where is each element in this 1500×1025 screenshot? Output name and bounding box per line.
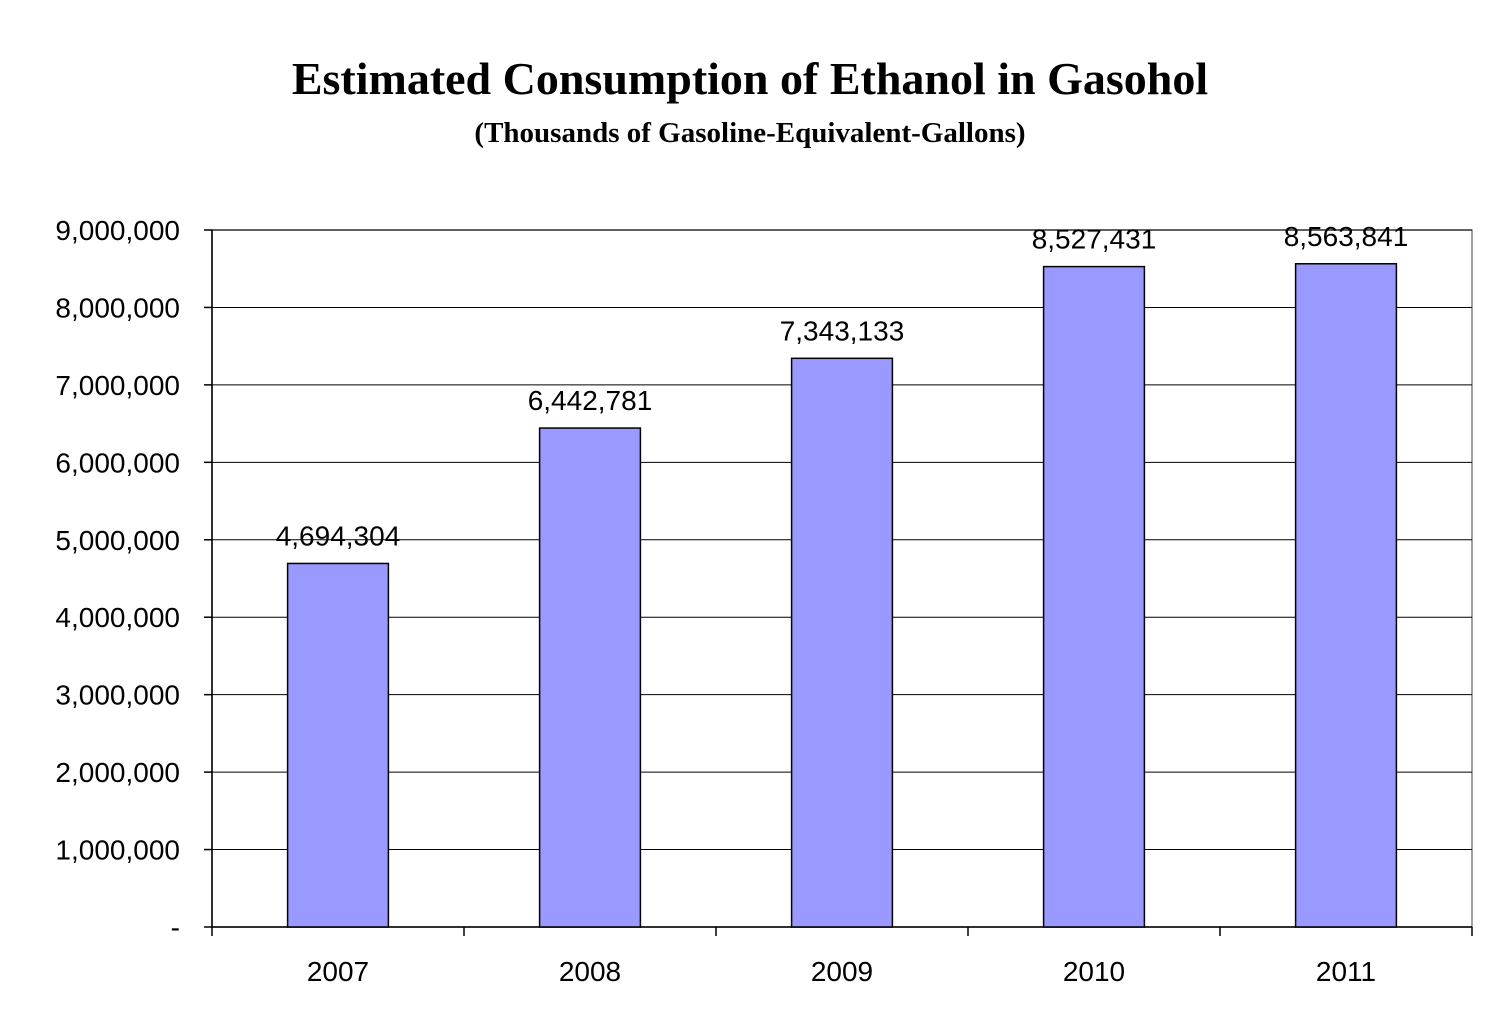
- chart-subtitle: (Thousands of Gasoline-Equivalent-Gallon…: [474, 117, 1026, 149]
- x-tick-label: 2008: [559, 956, 621, 987]
- y-tick-label: 2,000,000: [55, 757, 180, 788]
- bar: [1294, 263, 1398, 928]
- y-tick-label: 6,000,000: [55, 447, 180, 478]
- x-tick-label: 2009: [811, 956, 873, 987]
- y-tick-label: -: [171, 912, 180, 943]
- chart-title: Estimated Consumption of Ethanol in Gaso…: [291, 53, 1209, 104]
- y-tick-label: 1,000,000: [55, 835, 180, 866]
- data-label: 8,563,841: [1284, 221, 1409, 252]
- y-tick-label: 7,000,000: [55, 370, 180, 401]
- x-tick-label: 2007: [307, 956, 369, 987]
- data-label: 8,527,431: [1032, 224, 1157, 255]
- bar: [538, 427, 642, 928]
- y-tick-label: 9,000,000: [55, 215, 180, 246]
- bar: [1042, 265, 1146, 928]
- data-label: 4,694,304: [276, 520, 401, 551]
- bar: [286, 562, 390, 928]
- data-label: 7,343,133: [780, 315, 905, 346]
- x-tick-label: 2011: [1316, 956, 1376, 987]
- bar: [790, 357, 894, 928]
- x-tick-label: 2010: [1063, 956, 1125, 987]
- data-label: 6,442,781: [528, 385, 653, 416]
- y-tick-label: 4,000,000: [55, 602, 180, 633]
- y-tick-label: 5,000,000: [55, 525, 180, 556]
- y-tick-label: 3,000,000: [55, 680, 180, 711]
- y-tick-label: 8,000,000: [55, 292, 180, 323]
